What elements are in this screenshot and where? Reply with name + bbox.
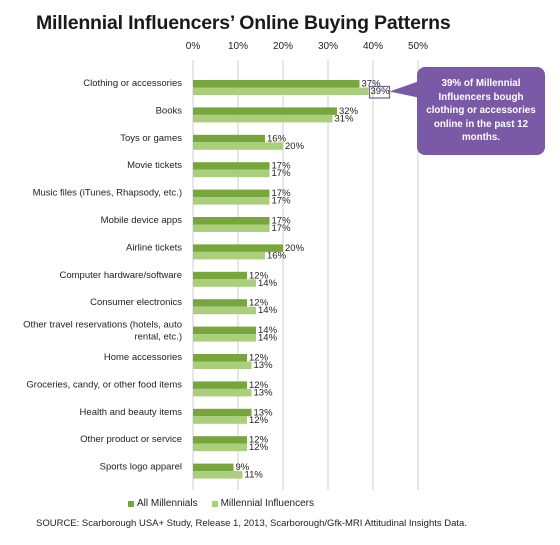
bar xyxy=(193,169,270,178)
bar xyxy=(193,114,333,123)
legend-swatch-millennial-influencers xyxy=(211,500,218,507)
bar xyxy=(193,224,270,232)
bar xyxy=(193,80,360,88)
data-label: 12% xyxy=(249,298,269,309)
bar xyxy=(193,416,247,424)
data-label: 9% xyxy=(236,462,250,473)
legend-item-all-millennials: All Millennials xyxy=(128,498,198,509)
data-label: 37% xyxy=(362,79,382,90)
data-label: 17% xyxy=(272,168,292,179)
bar xyxy=(193,334,256,342)
data-label: 32% xyxy=(339,106,359,117)
data-label: 14% xyxy=(258,333,278,344)
x-tick-label: 10% xyxy=(228,41,248,52)
bar xyxy=(193,354,247,362)
source-note: SOURCE: Scarborough USA+ Study, Release … xyxy=(36,518,467,529)
category-label: Clothing or accessories xyxy=(83,78,182,89)
data-label: 13% xyxy=(254,387,274,398)
data-label: 11% xyxy=(245,470,264,481)
data-label: 20% xyxy=(285,141,305,152)
category-label: Home accessories xyxy=(104,352,182,363)
data-label: 16% xyxy=(267,133,287,144)
data-label: 17% xyxy=(272,216,292,227)
bar xyxy=(193,279,256,287)
category-label: Music files (iTunes, Rhapsody, etc.) xyxy=(33,188,182,199)
bar xyxy=(193,197,270,205)
bar xyxy=(193,87,369,95)
legend-label-all-millennials: All Millennials xyxy=(137,498,198,509)
legend-swatch-all-millennials xyxy=(128,500,134,507)
category-label: Movie tickets xyxy=(127,160,182,171)
category-label: Mobile device apps xyxy=(101,215,183,226)
bar xyxy=(193,134,265,143)
data-label: 14% xyxy=(258,278,278,289)
bar xyxy=(193,326,256,335)
x-tick-label: 30% xyxy=(318,41,338,52)
category-label: Toys or games xyxy=(120,133,182,144)
bar xyxy=(193,306,256,315)
category-label: Health and beauty items xyxy=(80,407,183,418)
data-label: 14% xyxy=(258,325,278,336)
bar xyxy=(193,436,247,444)
data-label: 16% xyxy=(267,250,287,261)
category-label: Sports logo apparel xyxy=(100,462,182,473)
data-label: 13% xyxy=(254,407,274,418)
bar xyxy=(193,244,283,252)
bar xyxy=(193,107,337,115)
category-label: Consumer electronics xyxy=(90,297,182,308)
bar xyxy=(193,408,252,417)
bar xyxy=(193,189,270,198)
category-label: Computer hardware/software xyxy=(60,270,183,281)
data-label: 31% xyxy=(335,113,355,124)
legend: All Millennials Millennial Influencers xyxy=(128,498,314,509)
category-label: Other travel reservations (hotels, auto r… xyxy=(23,320,182,343)
x-tick-label: 50% xyxy=(408,41,428,52)
legend-item-millennial-influencers: Millennial Influencers xyxy=(211,498,314,509)
data-label: 17% xyxy=(272,196,292,207)
callout-box: 39% of Millennial Influencers bough clot… xyxy=(417,67,545,155)
x-tick-label: 20% xyxy=(273,41,293,52)
data-label: 12% xyxy=(249,270,269,281)
bar xyxy=(193,463,234,472)
data-label: 20% xyxy=(285,243,305,254)
bar xyxy=(193,251,265,260)
data-label: 12% xyxy=(249,380,269,391)
data-label: 17% xyxy=(272,188,292,199)
data-label: 13% xyxy=(254,360,274,371)
bar xyxy=(193,471,243,479)
legend-label-millennial-influencers: Millennial Influencers xyxy=(220,498,314,509)
chart-title: Millennial Influencers’ Online Buying Pa… xyxy=(36,12,451,34)
data-label: 17% xyxy=(272,161,292,172)
bar xyxy=(193,217,270,225)
bar xyxy=(193,162,270,170)
bar xyxy=(193,388,252,397)
category-label: Airline tickets xyxy=(126,242,182,253)
category-label: Books xyxy=(156,105,183,116)
x-tick-label: 0% xyxy=(186,41,201,52)
category-label: Groceries, candy, or other food items xyxy=(26,379,182,390)
bar xyxy=(193,271,247,280)
data-label: 12% xyxy=(249,415,269,426)
data-label: 39% xyxy=(371,86,391,97)
callout-pointer xyxy=(389,81,418,98)
data-label: 12% xyxy=(249,353,269,364)
bar xyxy=(193,299,247,307)
bar xyxy=(193,361,252,369)
data-label: 12% xyxy=(249,442,269,453)
bar xyxy=(193,443,247,452)
highlight-box xyxy=(368,85,391,99)
bar xyxy=(193,142,283,150)
category-label: Other product or service xyxy=(80,434,182,445)
bar xyxy=(193,381,247,389)
data-label: 12% xyxy=(249,435,269,446)
x-tick-label: 40% xyxy=(363,41,383,52)
data-label: 17% xyxy=(272,223,292,234)
data-label: 14% xyxy=(258,305,278,316)
